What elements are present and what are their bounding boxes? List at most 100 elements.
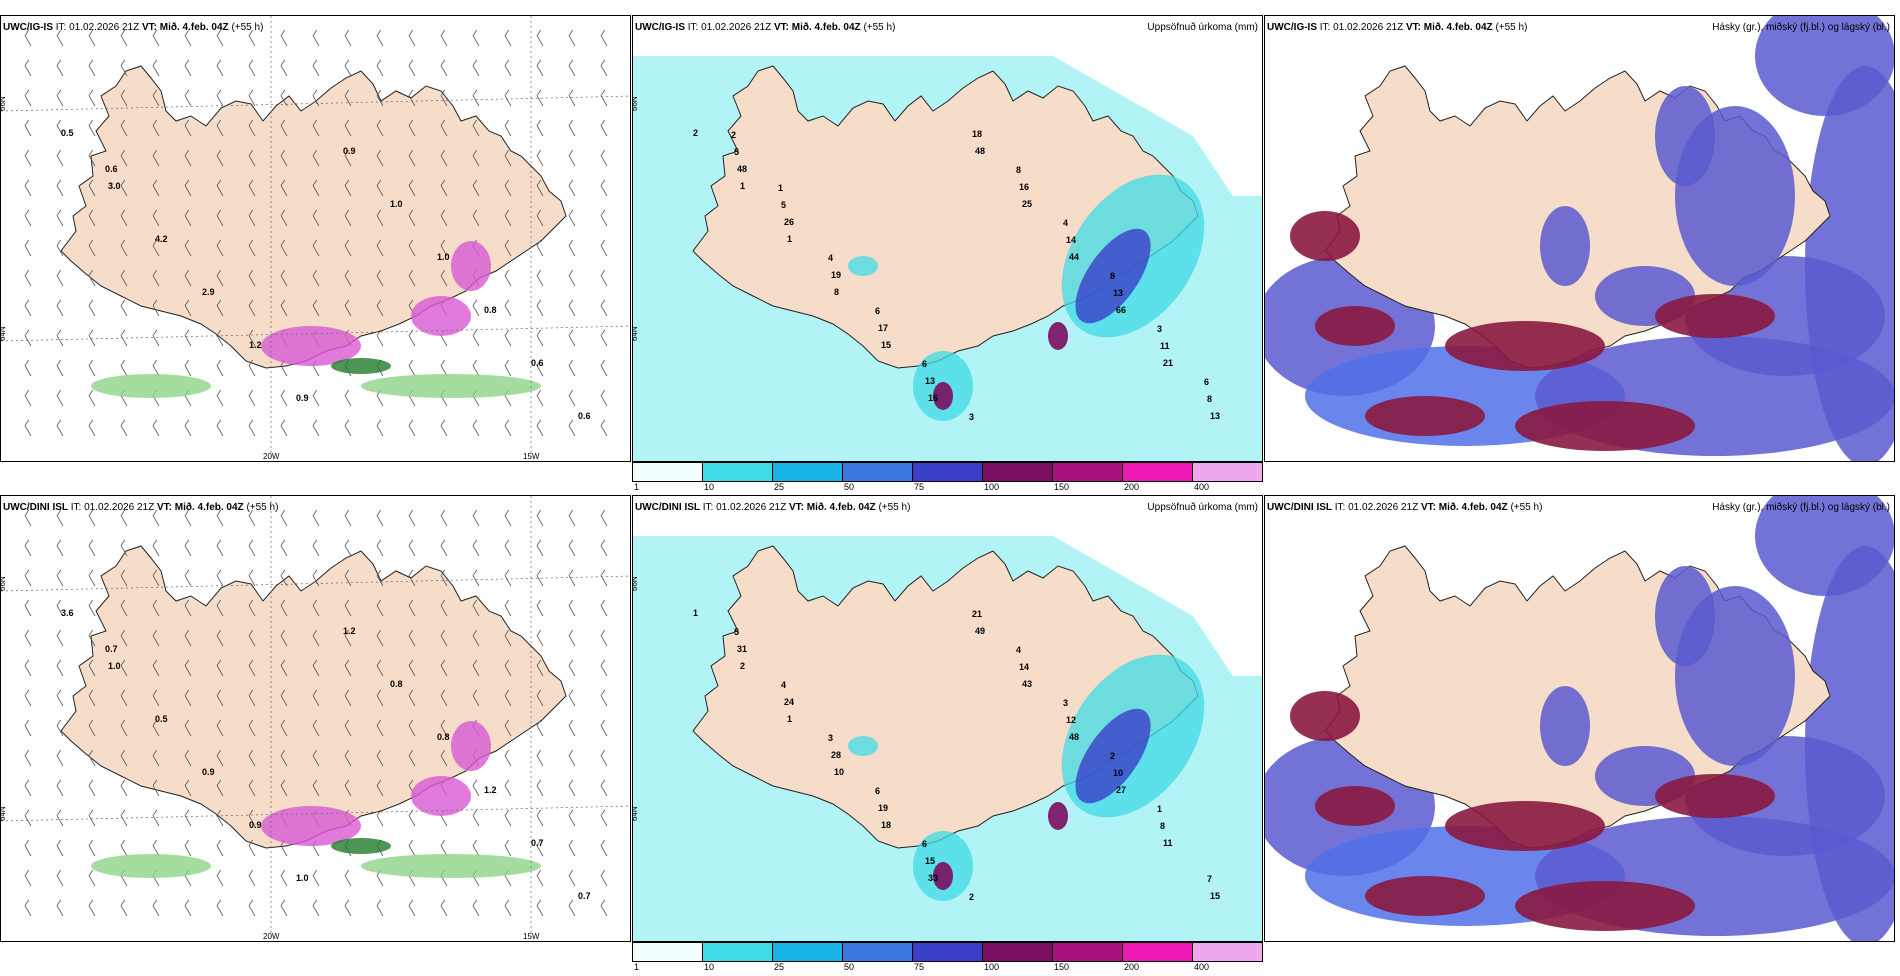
legend-swatch (913, 463, 983, 481)
map-value-label: 14 (1066, 235, 1076, 245)
init-time: IT: 01.02.2026 21Z (687, 22, 772, 33)
map-value-label: 13 (1210, 411, 1220, 421)
valid-time: Mið. 4.feb. 04Z (806, 502, 876, 513)
panel-title: Uppsöfnuð úrkoma (mm) (1147, 22, 1258, 33)
map-canvas: 1211018334943482711153124281915211412108… (633, 496, 1262, 941)
map-value-label: 15 (925, 856, 935, 866)
model-name: UWC/DINI ISL (3, 502, 68, 513)
map-value-label: 66 (1116, 305, 1126, 315)
longitude-label: 20W (263, 932, 280, 941)
legend-swatch (773, 463, 843, 481)
map-value-label: 10 (1113, 768, 1123, 778)
map-value-label: 16 (928, 393, 938, 403)
map-frame: UWC/IG-IS IT: 01.02.2026 21Z VT: Mið. 4.… (1264, 15, 1895, 462)
map-value-label: 21 (972, 609, 982, 619)
latitude-label: 64N (1, 326, 7, 341)
longitude-label: 20W (263, 452, 280, 461)
legend-swatch (633, 463, 703, 481)
latitude-label: 66N (1, 576, 7, 591)
model-name: UWC/IG-IS (1267, 22, 1317, 33)
map-value-label: 3 (969, 412, 974, 422)
map-value-label: 3 (828, 733, 833, 743)
panel-title: Hásky (gr.), miðský (fj.bl.) og lágský (… (1712, 22, 1890, 33)
latitude-label: 66N (633, 576, 639, 591)
valid-time: Mið. 4.feb. 04Z (1438, 502, 1508, 513)
map-value-label: 8 (1160, 821, 1165, 831)
legend-swatch (1053, 943, 1123, 961)
map-value-label: 4.2 (155, 234, 168, 244)
map-value-label: 13 (925, 376, 935, 386)
map-value-label: 1.0 (437, 252, 450, 262)
map-panel-3: UWC/IG-IS IT: 01.02.2026 21Z VT: Mið. 4.… (1264, 15, 1895, 462)
legend-tick-label: 400 (1194, 482, 1210, 492)
map-value-label: 6 (1204, 377, 1209, 387)
init-time: IT: 01.02.2026 21Z (55, 22, 140, 33)
panel-header: UWC/IG-IS IT: 01.02.2026 21Z VT: Mið. 4.… (3, 22, 263, 33)
map-value-label: 3 (1157, 324, 1162, 334)
map-value-label: 6 (922, 839, 927, 849)
legend-tick-label: 75 (914, 482, 925, 492)
map-value-label: 6 (875, 786, 880, 796)
map-value-label: 1.0 (108, 661, 121, 671)
lead-time: (+55 h) (1495, 22, 1528, 33)
map-value-label: 11 (1160, 341, 1170, 351)
legend-swatch (843, 943, 913, 961)
map-value-label: 3.0 (108, 181, 121, 191)
map-value-label: 4 (781, 680, 786, 690)
valid-time-label: VT: (141, 22, 157, 33)
init-time: IT: 01.02.2026 21Z (702, 502, 787, 513)
legend-swatch (983, 943, 1053, 961)
map-value-label: 43 (1022, 679, 1032, 689)
map-value-label: 48 (975, 146, 985, 156)
map-value-label: 2 (731, 130, 736, 140)
valid-time-label: VT: (156, 502, 172, 513)
map-panel-5: 1 2 1 10 18 33 49 43 48 27 11 15 31 24 28 19 15 21 14 12 10 8… (632, 495, 1263, 972)
legend-swatch (1193, 463, 1262, 481)
legend-tick-label: 200 (1124, 482, 1140, 492)
panel-header: UWC/DINI ISL IT: 01.02.2026 21Z VT: Mið.… (635, 502, 910, 513)
map-canvas (1265, 496, 1894, 941)
map-value-label: 8 (1110, 271, 1115, 281)
legend-swatch (703, 943, 773, 961)
map-value-label: 49 (975, 626, 985, 636)
map-value-label: 6 (875, 306, 880, 316)
latitude-label: 64N (633, 326, 639, 341)
map-frame: 1 2 1 10 18 33 49 43 48 27 11 15 31 24 28 19 15 21 14 12 10 8… (632, 495, 1263, 942)
legend-tick-label: 1 (634, 482, 640, 492)
legend-tick-label: 400 (1194, 962, 1210, 972)
map-value-label: 21 (1163, 358, 1173, 368)
legend-tick-label: 150 (1054, 962, 1070, 972)
legend-tick-label: 100 (984, 482, 1000, 492)
map-panel-4: 3.6 1.0 0.5 0.9 0.9 1.0 1.2 0.8 0.8 1.2 0.7 0.7 0.7 6… (0, 495, 631, 942)
map-value-label: 0.7 (578, 891, 591, 901)
legend-ticks: 1 10 25 50 75 100 150 200 400 (632, 482, 1263, 496)
legend-swatch (1123, 943, 1193, 961)
legend-swatch (1053, 463, 1123, 481)
legend-tick-label: 50 (844, 482, 855, 492)
legend-ticks: 1 10 25 50 75 100 150 200 400 (632, 962, 1263, 976)
map-frame: UWC/DINI ISL IT: 01.02.2026 21Z VT: Mið.… (1264, 495, 1895, 942)
map-value-label: 4 (1016, 645, 1021, 655)
map-panel-2: 2 1 1 8 15 16 48 25 44 66 21 13 48 26 19 17 13 18 16 14 13 11… (632, 15, 1263, 492)
map-value-label: 0.9 (249, 820, 262, 830)
init-time: IT: 01.02.2026 21Z (1334, 502, 1419, 513)
map-value-label: 13 (1113, 288, 1123, 298)
valid-time-label: VT: (1405, 22, 1421, 33)
map-value-label: 1 (740, 181, 745, 191)
model-name: UWC/DINI ISL (635, 502, 700, 513)
legend-tick-label: 100 (984, 962, 1000, 972)
map-value-label: 18 (881, 820, 891, 830)
map-value-label: 0.8 (437, 732, 450, 742)
map-value-label: 1 (778, 183, 783, 193)
legend-tick-label: 1 (634, 962, 640, 972)
map-canvas: 0.5 3.0 4.2 2.9 1.2 0.9 0.9 1.0 1.0 0.8 0.6 0.6 0.6 6… (1, 16, 630, 461)
valid-time: Mið. 4.feb. 04Z (159, 22, 229, 33)
legend-swatch (843, 463, 913, 481)
legend-tick-label: 25 (774, 962, 785, 972)
map-panel-6: UWC/DINI ISL IT: 01.02.2026 21Z VT: Mið.… (1264, 495, 1895, 942)
precip-legend (632, 462, 1263, 482)
precip-legend (632, 942, 1263, 962)
map-value-label: 7 (1207, 874, 1212, 884)
model-name: UWC/IG-IS (3, 22, 53, 33)
map-value-label: 1 (1157, 804, 1162, 814)
